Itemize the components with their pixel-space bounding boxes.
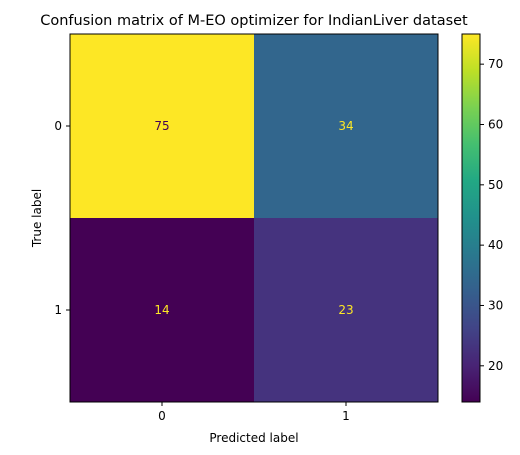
cell-value-label: 14	[154, 303, 169, 317]
heatmap-cell-1-1	[254, 218, 438, 402]
colorbar	[461, 33, 481, 403]
colorbar-tick-label: 40	[488, 238, 503, 252]
cell-labels: 75 34 14 23	[154, 119, 353, 317]
colorbar-ticks: 20 30 40 50 60 70	[480, 57, 503, 373]
colorbar-tick-label: 50	[488, 178, 503, 192]
plot-frame	[69, 33, 439, 403]
y-axis-label: True label	[30, 189, 44, 248]
cell-value-label: 23	[338, 303, 353, 317]
chart-title: Confusion matrix of M-EO optimizer for I…	[40, 13, 468, 29]
colorbar-tick-label: 20	[488, 359, 503, 373]
cell-value-label: 34	[338, 119, 353, 133]
y-axis-ticks: 01	[54, 119, 70, 317]
y-tick-label: 0	[54, 119, 62, 133]
colorbar-tick-label: 60	[488, 117, 503, 131]
colorbar-tick-label: 70	[488, 57, 503, 71]
heatmap-cell-1-0	[70, 218, 254, 402]
heatmap-cells	[70, 34, 438, 402]
x-axis-label: Predicted label	[209, 431, 298, 445]
heatmap-cell-0-1	[254, 34, 438, 218]
heatmap-cell-0-0	[70, 34, 254, 218]
colorbar-tick-label: 30	[488, 298, 503, 312]
x-tick-label: 1	[342, 409, 350, 423]
y-tick-label: 1	[54, 303, 62, 317]
x-tick-label: 0	[158, 409, 166, 423]
cell-value-label: 75	[154, 119, 169, 133]
